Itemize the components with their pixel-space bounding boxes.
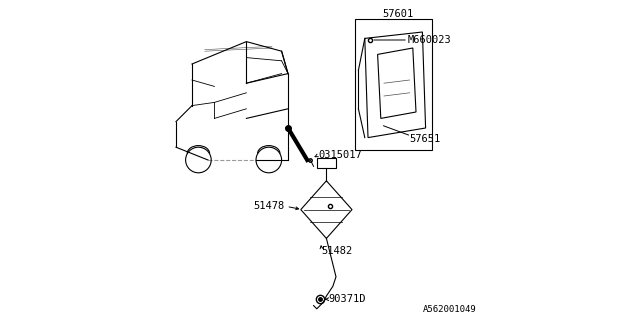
Text: 57651: 57651 xyxy=(410,134,441,144)
Text: 0315017: 0315017 xyxy=(319,150,362,160)
Text: 51482: 51482 xyxy=(322,246,353,256)
Bar xyxy=(355,19,432,150)
Text: M660023: M660023 xyxy=(408,35,452,45)
Text: 90371D: 90371D xyxy=(328,294,365,304)
Text: 57601: 57601 xyxy=(383,9,413,20)
Text: 51478: 51478 xyxy=(253,201,285,212)
Text: A562001049: A562001049 xyxy=(423,305,477,314)
